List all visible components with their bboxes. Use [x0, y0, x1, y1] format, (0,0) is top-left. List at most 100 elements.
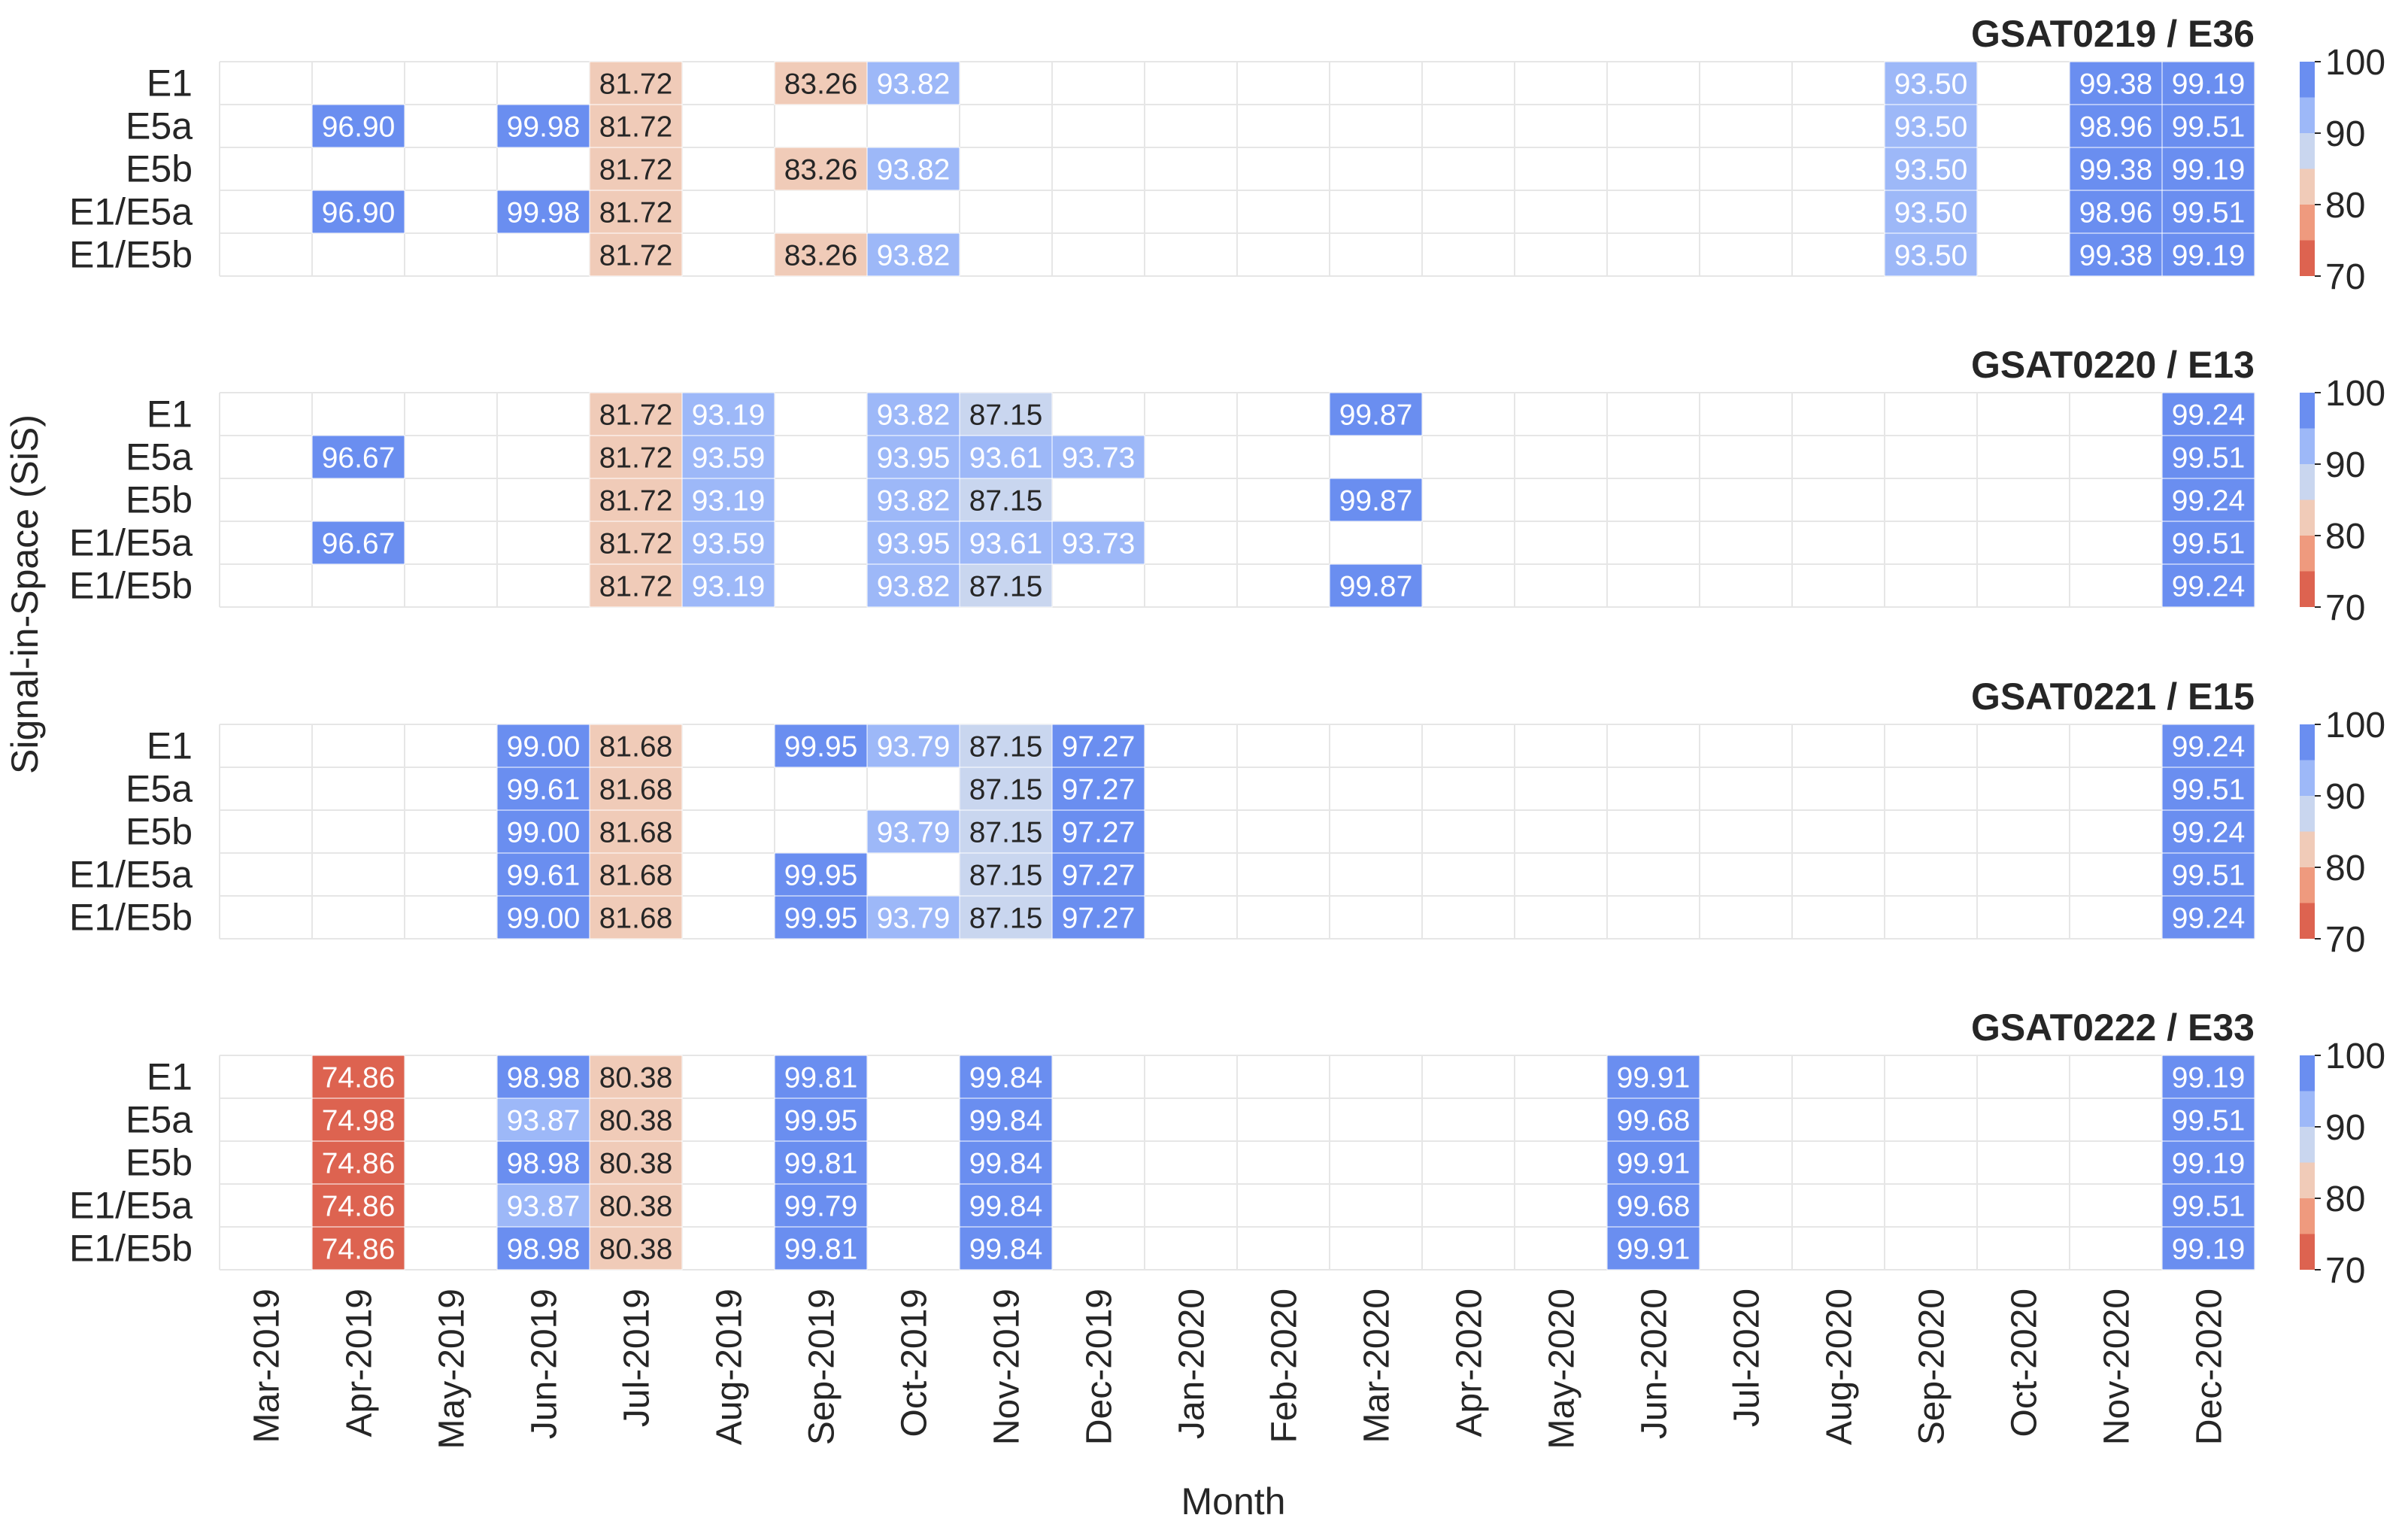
- heatmap-cell: [959, 852, 1053, 897]
- colorbar-segment: [2300, 62, 2315, 98]
- colorbar-segment: [2300, 1055, 2315, 1091]
- heatmap-cell: [496, 1055, 590, 1099]
- heatmap-cell: [589, 895, 683, 940]
- heatmap-cell: [311, 104, 405, 148]
- cell-value-label: 87.15: [969, 485, 1043, 518]
- cell-value-label: 93.82: [877, 485, 951, 518]
- cell-value-label: 99.61: [507, 860, 581, 892]
- heatmap-cell: [1051, 895, 1145, 940]
- cell-value-label: 81.72: [599, 68, 673, 101]
- heatmap-cell: [774, 61, 868, 105]
- heatmap-cell: [959, 767, 1053, 811]
- heatmap-cell: [2161, 392, 2255, 436]
- row-label: E1/E5b: [69, 565, 193, 607]
- cell-value-label: 96.90: [322, 197, 396, 229]
- row-label: E1/E5b: [69, 234, 193, 276]
- colorbar-tick-label: 70: [2325, 257, 2365, 297]
- cell-value-label: 87.15: [969, 571, 1043, 603]
- heatmap-cell: [589, 190, 683, 234]
- cell-value-label: 99.84: [969, 1234, 1043, 1266]
- heatmap-cell: [959, 521, 1053, 565]
- colorbar-segment: [2300, 867, 2315, 903]
- heatmap-cell: [1051, 767, 1145, 811]
- row-label: E5b: [126, 811, 193, 853]
- cell-value-label: 93.61: [969, 442, 1043, 475]
- x-tick-label: Feb-2020: [1265, 1289, 1305, 1443]
- heatmap-cell: [496, 809, 590, 854]
- heatmap-cell: [496, 1140, 590, 1185]
- cell-value-label: 99.68: [1617, 1191, 1691, 1223]
- cell-value-label: 74.86: [322, 1191, 396, 1223]
- heatmap-cell: [589, 147, 683, 191]
- cell-value-label: 96.67: [322, 528, 396, 560]
- heatmap-cell: [681, 478, 775, 522]
- heatmap-cell: [589, 1226, 683, 1271]
- heatmap-cell: [2161, 809, 2255, 854]
- cell-value-label: 83.26: [784, 154, 858, 187]
- heatmap-cell: [311, 190, 405, 234]
- cell-value-label: 81.72: [599, 485, 673, 518]
- cell-value-label: 99.87: [1339, 485, 1413, 518]
- x-tick-label: Apr-2020: [1450, 1289, 1490, 1437]
- cell-value-label: 81.68: [599, 731, 673, 764]
- heatmap-cell: [1329, 478, 1423, 522]
- heatmap-cell: [681, 521, 775, 565]
- heatmap-cell: [1329, 392, 1423, 436]
- row-label: E5b: [126, 148, 193, 190]
- cell-value-label: 93.95: [877, 528, 951, 560]
- cell-value-label: 99.81: [784, 1234, 858, 1266]
- cell-value-label: 99.38: [2079, 154, 2153, 187]
- heatmap-cell: [589, 392, 683, 436]
- heatmap-cell: [1884, 232, 1978, 277]
- cell-value-label: 99.68: [1617, 1105, 1691, 1137]
- cell-value-label: 93.73: [1062, 442, 1136, 475]
- cell-value-label: 93.79: [877, 903, 951, 935]
- heatmap-cell: [589, 1055, 683, 1099]
- colorbar-segment: [2300, 796, 2315, 832]
- cell-value-label: 98.98: [507, 1234, 581, 1266]
- heatmap-cell: [2161, 147, 2255, 191]
- heatmap-cell: [496, 104, 590, 148]
- panel-title: GSAT0222 / E33: [1971, 1006, 2255, 1049]
- x-tick-label: Oct-2019: [895, 1289, 935, 1437]
- colorbar-segment: [2300, 724, 2315, 760]
- cell-value-label: 99.98: [507, 197, 581, 229]
- heatmap-cell: [1051, 724, 1145, 768]
- cell-value-label: 93.50: [1894, 197, 1968, 229]
- heatmap-cell: [311, 1055, 405, 1099]
- colorbar-segment: [2300, 760, 2315, 796]
- x-tick-label: Jan-2020: [1172, 1289, 1212, 1439]
- heatmap-cell: [959, 1183, 1053, 1228]
- cell-value-label: 81.72: [599, 197, 673, 229]
- heatmap-cell: [866, 563, 960, 608]
- row-label: E1: [147, 725, 193, 767]
- heatmap-cell: [774, 1097, 868, 1142]
- colorbar-tick-label: 100: [2325, 374, 2385, 414]
- row-label: E5a: [126, 105, 193, 147]
- cell-value-label: 99.00: [507, 731, 581, 764]
- cell-value-label: 99.95: [784, 731, 858, 764]
- colorbar-segment: [2300, 903, 2315, 939]
- cell-value-label: 81.68: [599, 860, 673, 892]
- cell-value-label: 99.84: [969, 1148, 1043, 1180]
- cell-value-label: 93.87: [507, 1191, 581, 1223]
- cell-value-label: 99.91: [1617, 1148, 1691, 1180]
- heatmap-cell: [1329, 563, 1423, 608]
- colorbar-tick-label: 100: [2325, 43, 2385, 83]
- colorbar-tick-label: 80: [2325, 849, 2365, 888]
- cell-value-label: 99.38: [2079, 68, 2153, 101]
- cell-value-label: 74.86: [322, 1234, 396, 1266]
- cell-value-label: 99.87: [1339, 399, 1413, 432]
- cell-value-label: 87.15: [969, 860, 1043, 892]
- heatmap-cell: [2161, 724, 2255, 768]
- colorbar-segment: [2300, 428, 2315, 464]
- heatmap-cell: [496, 190, 590, 234]
- cell-value-label: 93.50: [1894, 154, 1968, 187]
- heatmap-cell: [589, 521, 683, 565]
- panel-title: GSAT0219 / E36: [1971, 13, 2255, 55]
- x-tick-label: Mar-2020: [1357, 1289, 1397, 1443]
- cell-value-label: 83.26: [784, 68, 858, 101]
- heatmap-cell: [2161, 1097, 2255, 1142]
- cell-value-label: 87.15: [969, 903, 1043, 935]
